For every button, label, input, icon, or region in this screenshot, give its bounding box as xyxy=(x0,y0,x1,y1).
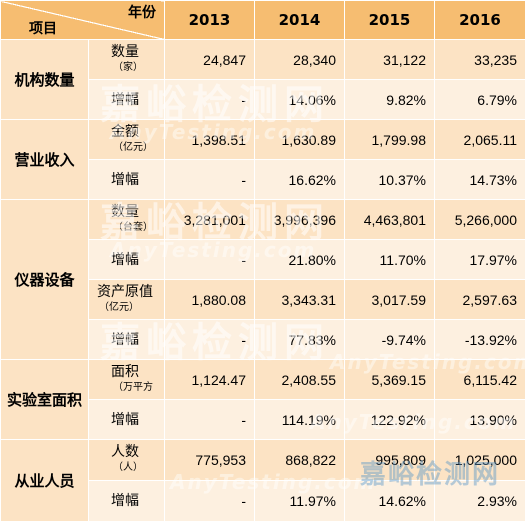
category-cell: 从业人员 xyxy=(0,439,89,522)
table-row: 增幅 - 11.97% 14.62% 2.93% xyxy=(1,480,526,522)
value-cell: 77.83% xyxy=(254,319,345,360)
value-cell: 4,463,801 xyxy=(344,199,435,240)
row-label-text: 数量 xyxy=(111,203,139,220)
row-label: 增幅 xyxy=(88,239,165,280)
header-item-label: 项目 xyxy=(29,21,57,37)
row-label: 增幅 xyxy=(88,319,165,360)
row-unit-text: （家） xyxy=(113,61,143,73)
value-cell: 24,847 xyxy=(164,39,255,80)
header-year: 2014 xyxy=(254,0,345,40)
row-label-text: 面积 xyxy=(111,363,139,380)
row-unit-text: （亿元） xyxy=(113,141,153,153)
value-cell: 17.97% xyxy=(434,239,526,280)
category-cell: 仪器设备 xyxy=(0,199,89,360)
value-cell: - xyxy=(164,399,255,440)
row-label: 人数 （人） xyxy=(88,439,165,481)
value-cell: 122.92% xyxy=(344,399,435,440)
row-label-text: 金额 xyxy=(111,123,139,140)
header-year: 2016 xyxy=(434,0,526,40)
value-cell: 995,809 xyxy=(344,439,435,481)
value-cell: 2,597.63 xyxy=(434,279,526,320)
value-cell: - xyxy=(164,159,255,200)
header-year: 2013 xyxy=(164,0,255,40)
row-label-text: 数量 xyxy=(111,43,139,60)
value-cell: 1,630.89 xyxy=(254,119,345,160)
table-row: 营业收入 金额 （亿元） 1,398.51 1,630.89 1,799.98 2… xyxy=(0,119,526,200)
row-label-text: 资产原值 xyxy=(97,283,153,300)
value-cell: 5,266,000 xyxy=(434,199,526,240)
value-cell: 1,124.47 xyxy=(164,359,255,400)
value-cell: 21.80% xyxy=(254,239,345,280)
row-label: 增幅 xyxy=(88,79,165,120)
row-label: 数量 （家） xyxy=(88,39,165,80)
value-cell: 13.90% xyxy=(434,399,526,440)
value-cell: 33,235 xyxy=(434,39,526,80)
value-cell: -9.74% xyxy=(344,319,435,360)
value-cell: 1,025,000 xyxy=(434,439,526,481)
value-cell: 9.82% xyxy=(344,79,435,120)
row-unit-text: （亿元） xyxy=(99,301,139,313)
table-row: 机构数量 数量 （家） 24,847 28,340 31,122 33,235 xyxy=(0,39,526,120)
table-row: 从业人员 人数 （人） 775,953 868,822 995,809 1,025… xyxy=(0,439,526,522)
value-cell: 6.79% xyxy=(434,79,526,120)
value-cell: 114.19% xyxy=(254,399,345,440)
table-row: 实验室面积 面积 （万平方 1,124.47 2,408.55 5,369.15 … xyxy=(0,359,526,440)
row-label: 面积 （万平方 xyxy=(88,359,165,400)
table-row: 增幅 - 77.83% -9.74% -13.92% xyxy=(1,319,526,360)
header-corner-cell: 年份 项目 xyxy=(0,0,165,40)
value-cell: 11.70% xyxy=(344,239,435,280)
value-cell: 16.62% xyxy=(254,159,345,200)
row-label: 增幅 xyxy=(88,480,165,522)
value-cell: 5,369.15 xyxy=(344,359,435,400)
value-cell: 1,880.08 xyxy=(164,279,255,320)
value-cell: 775,953 xyxy=(164,439,255,481)
value-cell: - xyxy=(164,79,255,120)
table-row: 资产原值 （亿元） 1,880.08 3,343.31 3,017.59 2,59… xyxy=(1,279,526,320)
value-cell: 1,398.51 xyxy=(164,119,255,160)
value-cell: 10.37% xyxy=(344,159,435,200)
table-row: 增幅 - 16.62% 10.37% 14.73% xyxy=(1,159,526,200)
row-label: 资产原值 （亿元） xyxy=(88,279,165,320)
value-cell: 11.97% xyxy=(254,480,345,522)
value-cell: 3,017.59 xyxy=(344,279,435,320)
row-label: 增幅 xyxy=(88,399,165,440)
value-cell: 868,822 xyxy=(254,439,345,481)
value-cell: 14.06% xyxy=(254,79,345,120)
row-unit-text: （台套） xyxy=(113,221,153,233)
header-year-label: 年份 xyxy=(128,5,156,21)
value-cell: 31,122 xyxy=(344,39,435,80)
value-cell: 3,343.31 xyxy=(254,279,345,320)
table-row: 增幅 - 114.19% 122.92% 13.90% xyxy=(1,399,526,440)
row-label: 数量 （台套） xyxy=(88,199,165,240)
value-cell: 14.73% xyxy=(434,159,526,200)
row-label: 增幅 xyxy=(88,159,165,200)
value-cell: 1,799.98 xyxy=(344,119,435,160)
table-row: 增幅 - 21.80% 11.70% 17.97% xyxy=(1,239,526,280)
value-cell: 3,281,001 xyxy=(164,199,255,240)
category-cell: 实验室面积 xyxy=(0,359,89,440)
value-cell: - xyxy=(164,239,255,280)
value-cell: 14.62% xyxy=(344,480,435,522)
value-cell: 6,115.42 xyxy=(434,359,526,400)
value-cell: - xyxy=(164,319,255,360)
category-cell: 营业收入 xyxy=(0,119,89,200)
row-label-text: 人数 xyxy=(111,444,139,460)
value-cell: 28,340 xyxy=(254,39,345,80)
value-cell: 2,408.55 xyxy=(254,359,345,400)
value-cell: 2,065.11 xyxy=(434,119,526,160)
table-row: 仪器设备 数量 （台套） 3,281,001 3,996,396 4,463,80… xyxy=(0,199,526,360)
value-cell: 3,996,396 xyxy=(254,199,345,240)
table-row: 增幅 - 14.06% 9.82% 6.79% xyxy=(1,79,526,120)
row-unit-text: （万平方 xyxy=(113,381,153,393)
row-unit-text: （人） xyxy=(113,462,143,473)
row-label: 金额 （亿元） xyxy=(88,119,165,160)
category-cell: 机构数量 xyxy=(0,39,89,120)
value-cell: 2.93% xyxy=(434,480,526,522)
value-cell: - xyxy=(164,480,255,522)
header-year: 2015 xyxy=(344,0,435,40)
value-cell: -13.92% xyxy=(434,319,526,360)
